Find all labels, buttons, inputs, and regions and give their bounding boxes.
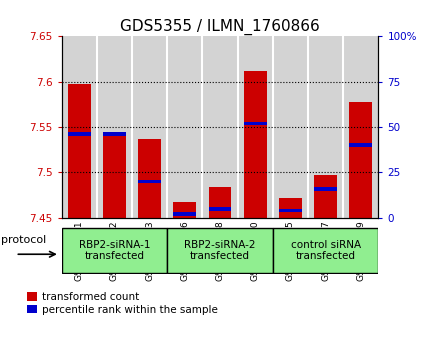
Bar — [343, 36, 378, 218]
Bar — [68, 132, 91, 136]
Bar — [167, 228, 273, 273]
Bar — [103, 132, 126, 136]
Text: RBP2-siRNA-2
transfected: RBP2-siRNA-2 transfected — [184, 240, 256, 261]
Bar — [314, 175, 337, 218]
Bar — [244, 71, 267, 218]
Bar — [62, 36, 97, 218]
Bar — [244, 122, 267, 125]
Text: control siRNA
transfected: control siRNA transfected — [290, 240, 361, 261]
Bar — [349, 102, 372, 218]
Bar — [314, 187, 337, 191]
Text: RBP2-siRNA-1
transfected: RBP2-siRNA-1 transfected — [79, 240, 150, 261]
Bar — [68, 84, 91, 218]
Bar — [238, 36, 273, 218]
Text: protocol: protocol — [1, 235, 47, 245]
Bar — [273, 36, 308, 218]
Bar — [103, 133, 126, 218]
Bar — [138, 139, 161, 218]
Bar — [202, 36, 238, 218]
Bar — [273, 228, 378, 273]
Bar — [209, 187, 231, 218]
Bar — [138, 180, 161, 183]
Bar — [349, 143, 372, 147]
Bar — [173, 202, 196, 218]
Bar — [308, 36, 343, 218]
Bar — [167, 36, 202, 218]
Bar — [132, 36, 167, 218]
Bar — [62, 228, 167, 273]
Bar — [209, 207, 231, 211]
Bar — [173, 212, 196, 216]
Bar — [279, 209, 302, 212]
Legend: transformed count, percentile rank within the sample: transformed count, percentile rank withi… — [27, 292, 218, 315]
Bar — [97, 36, 132, 218]
Title: GDS5355 / ILMN_1760866: GDS5355 / ILMN_1760866 — [120, 19, 320, 35]
Bar — [279, 198, 302, 218]
